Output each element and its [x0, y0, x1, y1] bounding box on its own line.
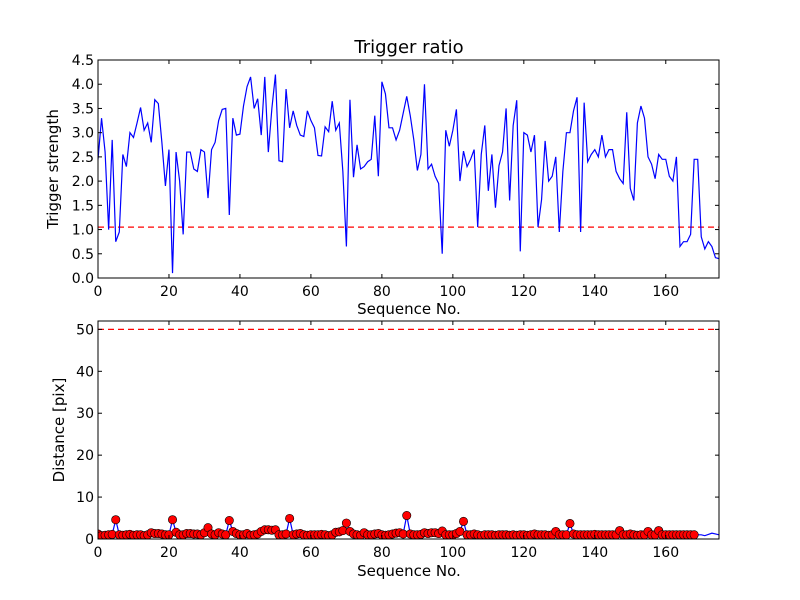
bottom-y-axis-label: Distance [pix]: [50, 378, 68, 483]
y-tick-label: 2.0: [72, 174, 94, 190]
x-tick-label: 100: [439, 284, 466, 300]
bottom-chart-markers: [98, 511, 699, 539]
x-tick-label: 140: [581, 545, 608, 561]
y-tick-label: 2.5: [72, 150, 94, 166]
y-tick-label: 4.0: [72, 77, 94, 93]
top-y-axis-label: Trigger strength: [44, 109, 62, 230]
y-tick-label: 3.5: [72, 101, 94, 117]
x-tick-label: 160: [652, 545, 679, 561]
top-chart: Trigger ratio 0 20 40 60 80 100 120 140 160 0.00…: [44, 37, 720, 318]
y-tick-label: 10: [76, 490, 94, 506]
bottom-plot-frame: [97, 320, 720, 540]
x-tick-label: 80: [373, 284, 391, 300]
y-tick-label: 0: [85, 532, 94, 548]
top-x-axis-label: Sequence No.: [357, 300, 461, 318]
top-chart-lines: [98, 74, 719, 274]
y-tick-label: 0.0: [72, 271, 94, 287]
x-tick-label: 40: [231, 284, 249, 300]
x-tick-label: 40: [231, 545, 249, 561]
top-x-ticks: 0 20 40 60 80 100 120 140 160: [94, 60, 679, 300]
top-plot-frame: [97, 59, 720, 279]
x-tick-label: 80: [373, 545, 391, 561]
bottom-chart: 0 20 40 60 80 100 120 140 160 0 10 20 30 40 50 Sequen…: [50, 320, 720, 580]
data-point: [285, 513, 295, 523]
bottom-x-axis-label: Sequence No.: [357, 562, 461, 580]
data-point: [341, 518, 351, 528]
top-chart-title: Trigger ratio: [353, 37, 463, 58]
series-line: [98, 74, 719, 274]
data-point: [111, 515, 121, 525]
y-tick-label: 1.5: [72, 198, 94, 214]
y-tick-label: 1.0: [72, 223, 94, 239]
y-tick-label: 40: [76, 364, 94, 380]
data-point: [689, 530, 699, 539]
x-tick-label: 20: [160, 545, 178, 561]
x-tick-label: 0: [94, 545, 103, 561]
x-tick-label: 100: [439, 545, 466, 561]
data-point: [224, 516, 234, 526]
y-tick-label: 3.0: [72, 126, 94, 142]
data-point: [565, 518, 575, 528]
data-point: [459, 516, 469, 526]
data-point: [402, 511, 412, 521]
bottom-x-ticks: 0 20 40 60 80 100 120 140 160: [94, 321, 679, 561]
y-tick-label: 50: [76, 322, 94, 338]
x-tick-label: 120: [510, 284, 537, 300]
x-tick-label: 0: [94, 284, 103, 300]
y-tick-label: 0.5: [72, 247, 94, 263]
x-tick-label: 140: [581, 284, 608, 300]
y-tick-label: 20: [76, 448, 94, 464]
data-point: [168, 515, 178, 525]
top-y-ticks: 0.0 0.5 1.0 1.5 2.0 2.5 3.0 3.5 4.0 4.5: [72, 53, 719, 287]
x-tick-label: 120: [510, 545, 537, 561]
x-tick-label: 60: [302, 545, 320, 561]
y-tick-label: 4.5: [72, 53, 94, 69]
bottom-y-ticks: 0 10 20 30 40 50: [76, 322, 719, 548]
x-tick-label: 60: [302, 284, 320, 300]
x-tick-label: 160: [652, 284, 679, 300]
x-tick-label: 20: [160, 284, 178, 300]
y-tick-label: 30: [76, 406, 94, 422]
